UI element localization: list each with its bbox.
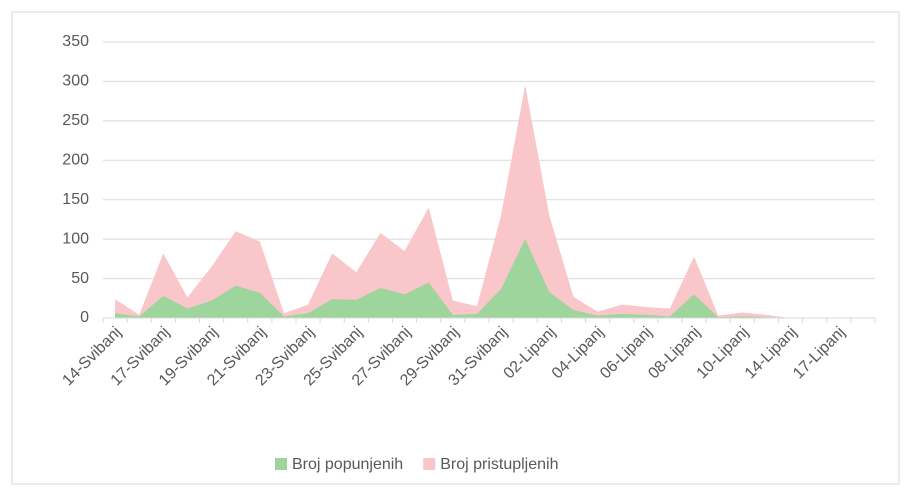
area — [115, 85, 863, 318]
y-tick-label: 300 — [62, 73, 89, 90]
y-tick-label: 350 — [62, 33, 89, 50]
legend-swatch — [423, 458, 436, 470]
y-tick-label: 150 — [62, 191, 89, 208]
y-tick-label: 100 — [62, 230, 89, 247]
area — [115, 239, 863, 318]
chart-frame — [11, 11, 900, 485]
y-tick-label: 50 — [71, 270, 89, 287]
legend-label: Broj popunjenih — [292, 456, 403, 473]
legend-label: Broj pristupljenih — [440, 456, 558, 473]
y-tick-label: 250 — [62, 112, 89, 129]
legend-swatch — [275, 458, 287, 470]
y-tick-label: 0 — [80, 309, 89, 326]
y-tick-label: 200 — [62, 152, 89, 169]
